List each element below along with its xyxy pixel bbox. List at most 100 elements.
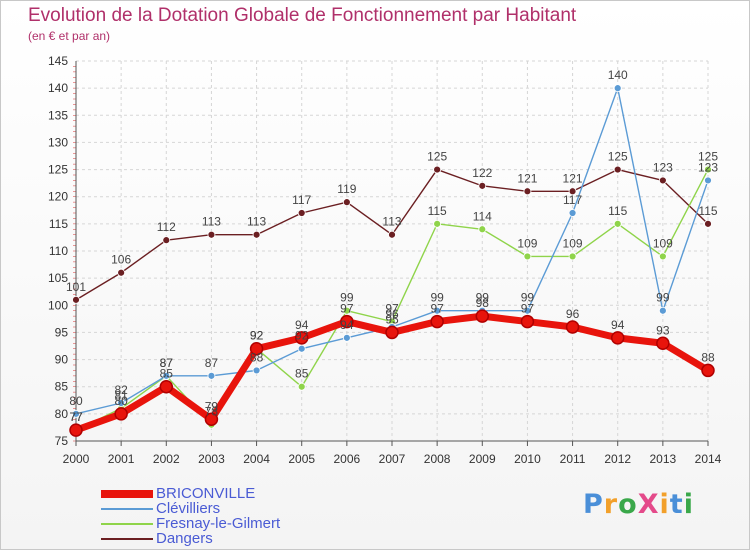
legend-swatch <box>101 508 153 510</box>
x-tick-label: 2012 <box>604 452 631 466</box>
data-point <box>613 84 622 93</box>
data-label: 96 <box>385 307 399 321</box>
data-label: 106 <box>111 253 131 267</box>
y-tick-label: 120 <box>48 190 68 204</box>
data-point <box>159 379 174 394</box>
data-label: 109 <box>653 236 673 250</box>
data-label: 125 <box>698 150 718 164</box>
data-point <box>249 341 264 356</box>
data-label: 87 <box>160 356 174 370</box>
chart-subtitle: (en € et par an) <box>28 29 111 43</box>
data-point <box>658 176 667 185</box>
data-label: 87 <box>205 356 219 370</box>
data-point <box>658 252 667 261</box>
legend-swatch <box>101 490 153 498</box>
data-label: 92 <box>295 329 309 343</box>
data-label: 113 <box>202 215 221 229</box>
x-tick-label: 2006 <box>334 452 361 466</box>
y-tick-label: 95 <box>55 325 69 339</box>
series-lines <box>69 84 715 437</box>
logo-letter: i <box>659 489 670 520</box>
logo-letter: r <box>603 489 619 520</box>
data-point <box>610 331 625 345</box>
data-label: 121 <box>563 171 583 185</box>
data-label: 80 <box>114 394 128 408</box>
legend-label: Fresnay-le-Gilmert <box>156 515 281 532</box>
y-tick-label: 125 <box>48 163 68 177</box>
data-point <box>704 219 712 228</box>
data-label: 99 <box>340 291 354 305</box>
data-label: 97 <box>521 302 535 316</box>
data-point <box>297 382 306 391</box>
data-point <box>658 306 667 315</box>
data-label: 125 <box>427 150 447 164</box>
data-label: 88 <box>250 350 264 364</box>
y-tick-label: 90 <box>55 353 69 367</box>
data-point <box>117 399 126 407</box>
data-point <box>69 423 83 437</box>
data-point <box>388 230 396 239</box>
logo-letter: t <box>669 489 684 520</box>
x-tick-label: 2002 <box>153 452 180 466</box>
data-point <box>433 219 442 228</box>
x-tick-label: 2011 <box>560 452 586 466</box>
data-label: 122 <box>472 166 492 180</box>
x-tick-label: 2001 <box>108 452 135 466</box>
data-point <box>704 165 712 174</box>
data-point <box>613 219 622 228</box>
data-label: 121 <box>517 171 537 185</box>
data-point <box>342 306 351 315</box>
data-label: 85 <box>160 367 174 381</box>
data-label: 101 <box>66 280 86 294</box>
data-label: 87 <box>160 356 174 370</box>
data-point <box>568 252 577 261</box>
x-tick-label: 2004 <box>243 452 270 466</box>
y-tick-label: 85 <box>55 380 69 394</box>
logo-letter: i <box>683 489 694 520</box>
y-tick-label: 105 <box>48 271 68 285</box>
data-point <box>117 268 126 277</box>
logo-letter: o <box>618 489 638 520</box>
data-label: 109 <box>563 236 583 250</box>
data-point <box>430 314 444 329</box>
data-label: 113 <box>247 215 266 229</box>
data-label: 77 <box>69 410 83 424</box>
data-label: 115 <box>608 204 627 218</box>
legend-label: Clévilliers <box>156 500 221 517</box>
data-point <box>433 306 442 315</box>
data-label: 114 <box>473 209 492 223</box>
data-label: 97 <box>385 302 399 316</box>
data-label: 97 <box>430 302 444 316</box>
data-point <box>475 309 490 323</box>
data-label: 95 <box>385 312 399 326</box>
data-label: 99 <box>476 291 490 305</box>
data-point <box>704 176 712 185</box>
data-label: 88 <box>701 350 715 364</box>
data-point <box>252 366 261 375</box>
data-label: 85 <box>295 367 309 381</box>
y-tick-label: 110 <box>49 244 68 258</box>
data-label: 77 <box>69 410 83 424</box>
data-label: 92 <box>250 329 264 343</box>
y-tick-label: 135 <box>48 108 68 122</box>
legend-swatch <box>101 523 153 525</box>
data-point <box>613 165 622 174</box>
data-label: 94 <box>611 318 625 332</box>
axes: 7580859095100105110115120125130135140145… <box>48 54 722 466</box>
data-label: 123 <box>698 160 718 174</box>
data-label: 97 <box>340 302 354 316</box>
data-point <box>207 371 216 380</box>
x-tick-label: 2009 <box>469 452 496 466</box>
data-point <box>568 209 577 217</box>
y-tick-label: 130 <box>48 135 68 149</box>
data-label: 125 <box>608 150 628 164</box>
data-label: 112 <box>157 220 176 234</box>
data-label: 96 <box>566 307 580 321</box>
data-label: 123 <box>653 160 673 174</box>
x-tick-label: 2008 <box>424 452 451 466</box>
data-point <box>523 252 532 261</box>
data-point <box>478 181 487 190</box>
data-point <box>342 333 351 342</box>
